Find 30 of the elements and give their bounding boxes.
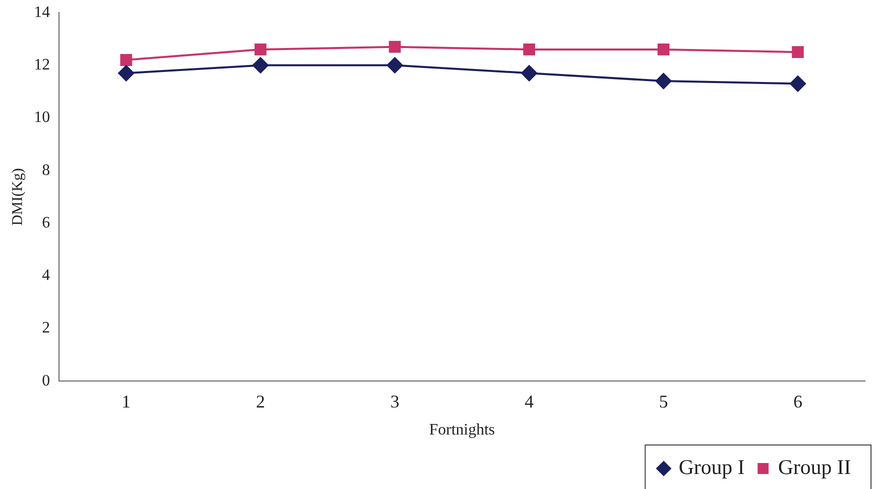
y-tick-label: 6 [42,214,50,232]
point [521,65,538,82]
y-tick-label: 2 [42,320,50,337]
y-tick-label: 4 [42,267,50,284]
point [118,65,134,82]
x-tick-label: 3 [390,392,400,412]
y-axis-title: DMI(Kg) [10,168,26,226]
y-tick-label: 0 [42,372,50,390]
x-tick-label: 2 [256,392,265,412]
y-tick-label: 14 [34,4,50,21]
x-tick-label: 6 [793,392,802,412]
point [792,46,804,58]
x-tick-label: 5 [659,392,668,412]
point [254,44,266,56]
point [252,57,268,74]
point [790,76,806,92]
legend-label: Group II [778,455,852,480]
y-tick-label: 10 [34,109,50,126]
point [658,44,670,56]
point [523,44,536,56]
point [120,54,132,66]
point [656,73,672,90]
x-tick-label: 1 [122,392,131,412]
point [386,57,403,74]
legend-label: Group I [678,455,745,480]
x-tick-label: 4 [524,392,534,412]
y-tick-label: 12 [34,56,50,74]
x-axis-title: Fortnights [429,422,495,439]
y-tick-label: 8 [42,162,50,179]
point [388,40,401,53]
